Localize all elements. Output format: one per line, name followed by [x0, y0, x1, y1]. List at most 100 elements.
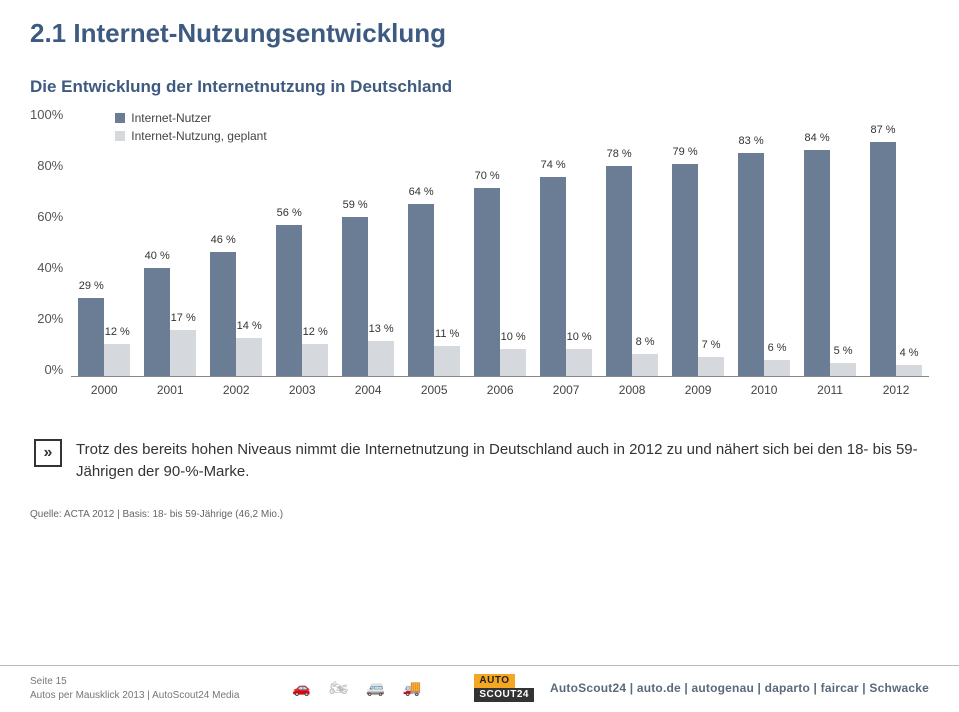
bar: 87 % — [870, 142, 896, 376]
bars-row: 29 %12 %40 %17 %46 %14 %56 %12 %59 %13 %… — [71, 107, 929, 376]
bar: 56 % — [276, 225, 302, 376]
bar: 83 % — [738, 153, 764, 376]
x-tick: 2004 — [335, 383, 401, 397]
bar: 79 % — [672, 164, 698, 377]
bar: 46 % — [210, 252, 236, 376]
footer: Seite 15 Autos per Mausklick 2013 | Auto… — [0, 665, 959, 712]
bar: 70 % — [474, 188, 500, 376]
bar-value-label: 87 % — [871, 124, 896, 136]
x-tick: 2005 — [401, 383, 467, 397]
logo-line-2: SCOUT24 — [474, 688, 534, 702]
y-tick: 40% — [37, 260, 63, 275]
bar-value-label: 14 % — [237, 320, 262, 332]
bar-value-label: 46 % — [211, 234, 236, 246]
bar: 14 % — [236, 338, 262, 376]
y-tick: 80% — [37, 158, 63, 173]
bar: 59 % — [342, 217, 368, 376]
chart: 100% 80% 60% 40% 20% 0% Internet-NutzerIntern… — [30, 107, 929, 407]
x-tick: 2001 — [137, 383, 203, 397]
bar-group: 70 %10 % — [467, 107, 533, 376]
bar-group: 64 %11 % — [401, 107, 467, 376]
bar: 7 % — [698, 357, 724, 376]
truck-icon: 🚚 — [403, 679, 422, 697]
bar: 13 % — [368, 341, 394, 376]
page-number: Seite 15 — [30, 676, 239, 687]
y-tick: 100% — [30, 107, 63, 122]
bar-value-label: 10 % — [567, 331, 592, 343]
bar: 17 % — [170, 330, 196, 376]
x-tick: 2003 — [269, 383, 335, 397]
bar-group: 56 %12 % — [269, 107, 335, 376]
bar-group: 84 %5 % — [797, 107, 863, 376]
bar: 4 % — [896, 365, 922, 376]
chevron-right-icon: » — [34, 439, 62, 467]
x-tick: 2010 — [731, 383, 797, 397]
bar-value-label: 56 % — [277, 207, 302, 219]
bar-value-label: 5 % — [834, 345, 853, 357]
bar-value-label: 84 % — [805, 132, 830, 144]
y-axis: 100% 80% 60% 40% 20% 0% — [30, 107, 71, 377]
chart-subtitle: Die Entwicklung der Internetnutzung in D… — [30, 77, 929, 97]
callout: » Trotz des bereits hohen Niveaus nimmt … — [30, 439, 929, 483]
bar-value-label: 78 % — [607, 148, 632, 160]
bar-value-label: 29 % — [79, 280, 104, 292]
x-tick: 2002 — [203, 383, 269, 397]
bar-value-label: 83 % — [739, 135, 764, 147]
x-tick: 2011 — [797, 383, 863, 397]
bar-value-label: 7 % — [702, 339, 721, 351]
deck-name: Autos per Mausklick 2013 | AutoScout24 M… — [30, 690, 239, 701]
bar: 29 % — [78, 298, 104, 376]
vehicle-icons: 🚗 🏍 🚐 🚚 — [292, 679, 421, 697]
source-note: Quelle: ACTA 2012 | Basis: 18- bis 59-Jä… — [30, 509, 929, 520]
bar: 10 % — [500, 349, 526, 376]
bar-value-label: 79 % — [673, 146, 698, 158]
x-axis: 2000200120022003200420052006200720082009… — [71, 377, 929, 397]
bar-value-label: 12 % — [105, 326, 130, 338]
bar: 11 % — [434, 346, 460, 376]
bar-value-label: 59 % — [343, 199, 368, 211]
bar: 10 % — [566, 349, 592, 376]
van-icon: 🚐 — [366, 679, 385, 697]
x-tick: 2006 — [467, 383, 533, 397]
bar-group: 59 %13 % — [335, 107, 401, 376]
bar-group: 29 %12 % — [71, 107, 137, 376]
bar: 12 % — [302, 344, 328, 376]
y-tick: 20% — [37, 311, 63, 326]
x-tick: 2007 — [533, 383, 599, 397]
x-tick: 2000 — [71, 383, 137, 397]
brand-logo: AUTO SCOUT24 — [474, 674, 534, 702]
bar-value-label: 12 % — [303, 326, 328, 338]
bar: 64 % — [408, 204, 434, 376]
brand-list: AutoScout24 | auto.de | autogenau | dapa… — [550, 681, 929, 695]
plot-area: Internet-NutzerInternet-Nutzung, geplant… — [71, 107, 929, 377]
bar-value-label: 74 % — [541, 159, 566, 171]
x-tick: 2009 — [665, 383, 731, 397]
x-tick: 2012 — [863, 383, 929, 397]
bar-value-label: 6 % — [768, 342, 787, 354]
bar: 74 % — [540, 177, 566, 376]
bar-value-label: 11 % — [435, 328, 459, 340]
bar-value-label: 64 % — [409, 186, 434, 198]
bar-group: 87 %4 % — [863, 107, 929, 376]
car-icon: 🚗 — [292, 679, 311, 697]
bar: 12 % — [104, 344, 130, 376]
bar: 8 % — [632, 354, 658, 376]
bar: 5 % — [830, 363, 856, 376]
bar: 40 % — [144, 268, 170, 376]
page-title: 2.1 Internet-Nutzungsentwicklung — [30, 18, 929, 49]
bar-value-label: 17 % — [171, 312, 196, 324]
bar-value-label: 13 % — [369, 323, 394, 335]
bar-value-label: 8 % — [636, 336, 655, 348]
bar: 84 % — [804, 150, 830, 376]
bar-value-label: 40 % — [145, 250, 170, 262]
bar-value-label: 10 % — [501, 331, 526, 343]
bar-group: 40 %17 % — [137, 107, 203, 376]
logo-line-1: AUTO — [474, 674, 514, 688]
motorcycle-icon: 🏍 — [329, 679, 348, 697]
bar-value-label: 4 % — [900, 347, 919, 359]
bar-group: 46 %14 % — [203, 107, 269, 376]
y-tick: 0% — [44, 362, 63, 377]
y-tick: 60% — [37, 209, 63, 224]
bar: 6 % — [764, 360, 790, 376]
bar-value-label: 70 % — [475, 170, 500, 182]
